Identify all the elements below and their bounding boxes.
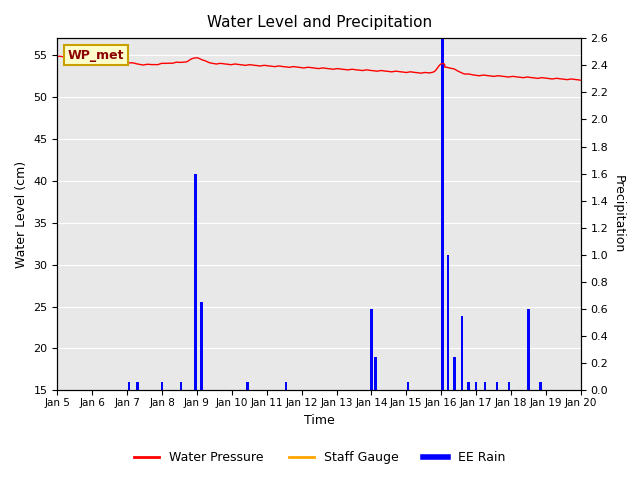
Bar	[407, 382, 409, 390]
Bar	[467, 382, 470, 390]
Bar	[508, 382, 511, 390]
Y-axis label: Precipitation: Precipitation	[612, 175, 625, 253]
Bar	[447, 255, 449, 390]
X-axis label: Time: Time	[304, 414, 335, 427]
Bar	[540, 382, 542, 390]
Bar	[484, 382, 486, 390]
Bar	[461, 316, 463, 390]
Bar	[246, 382, 249, 390]
Bar	[453, 357, 456, 390]
Bar	[496, 382, 498, 390]
Legend: Water Pressure, Staff Gauge, EE Rain: Water Pressure, Staff Gauge, EE Rain	[129, 446, 511, 469]
Bar	[194, 174, 196, 390]
Y-axis label: Water Level (cm): Water Level (cm)	[15, 161, 28, 268]
Bar	[527, 309, 530, 390]
Bar	[374, 357, 377, 390]
Bar	[128, 382, 130, 390]
Bar	[475, 382, 477, 390]
Bar	[136, 382, 139, 390]
Bar	[285, 382, 287, 390]
Bar	[370, 309, 373, 390]
Bar	[442, 38, 445, 390]
Text: WP_met: WP_met	[68, 48, 124, 61]
Bar	[180, 382, 182, 390]
Bar	[200, 302, 203, 390]
Bar	[161, 382, 163, 390]
Title: Water Level and Precipitation: Water Level and Precipitation	[207, 15, 431, 30]
